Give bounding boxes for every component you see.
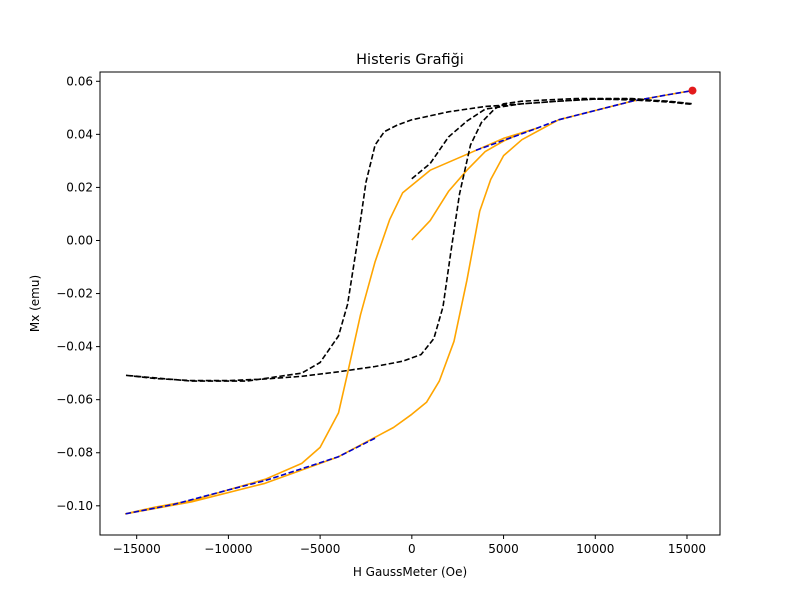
y-tick-label: −0.02 [56,287,93,301]
y-tick-label: 0.00 [66,233,93,247]
series-line-4 [124,97,694,382]
y-tick-label: −0.04 [56,340,93,354]
x-tick-label: 5000 [488,542,519,556]
x-tick-label: 15000 [668,542,706,556]
chart-title: Histeris Grafiği [356,52,464,68]
series-line-1 [124,89,693,515]
plot-marker-layer [688,86,697,95]
endpoint-marker [688,86,697,95]
y-tick-label: 0.06 [66,74,93,88]
x-axis-ticks: −15000 −10000 −5000 0 5000 10000 15000 [113,535,706,556]
x-tick-label: −5000 [300,542,341,556]
y-tick-label: −0.06 [56,393,93,407]
x-tick-label: −15000 [113,542,161,556]
plot-frame [99,71,721,536]
y-axis-label: Mx (emu) [28,275,42,332]
y-tick-label: 0.02 [66,180,93,194]
y-tick-label: −0.10 [56,499,93,513]
x-tick-label: 10000 [576,542,614,556]
plot-series-layer [124,89,694,515]
x-tick-label: −10000 [204,542,252,556]
y-tick-label: −0.08 [56,446,93,460]
series-line-3 [125,437,376,515]
y-axis-ticks: −0.10 −0.08 −0.06 −0.04 −0.02 0.00 0.02 0.04 0.0… [56,74,100,513]
x-tick-label: 0 [408,542,416,556]
y-tick-label: 0.04 [66,127,93,141]
series-line-2 [475,89,693,152]
x-axis-label: H GaussMeter (Oe) [353,565,467,579]
